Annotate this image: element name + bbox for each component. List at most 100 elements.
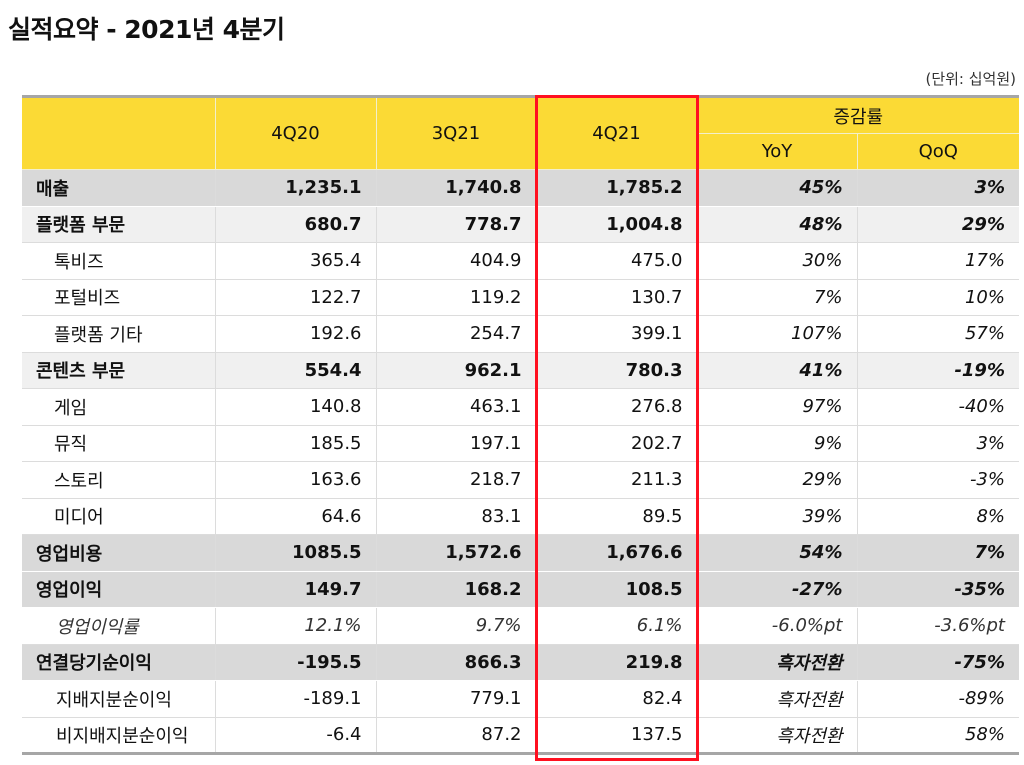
value-qoq: 58% xyxy=(856,717,1019,754)
value-4q20: 163.6 xyxy=(214,461,376,499)
value-qoq: 8% xyxy=(856,498,1019,535)
value-yoy: -27% xyxy=(696,571,857,608)
value-qoq: -19% xyxy=(856,352,1019,389)
value-3q21: 866.3 xyxy=(375,644,536,681)
value-yoy: 45% xyxy=(696,169,857,207)
earnings-summary-table: 4Q20 3Q21 4Q21 증감률 YoY QoQ 매출 1,235.1 1,74… xyxy=(22,95,1019,755)
value-4q20: -6.4 xyxy=(214,717,376,754)
row-label: 스토리 xyxy=(22,461,215,499)
value-3q21: 404.9 xyxy=(375,242,536,280)
value-4q20: 185.5 xyxy=(214,425,376,462)
table-row: 뮤직 185.5 197.1 202.7 9% 3% xyxy=(22,425,1019,462)
row-label: 뮤직 xyxy=(22,425,215,462)
header-growth: 증감률 xyxy=(696,96,1019,134)
value-qoq: 57% xyxy=(856,315,1019,353)
row-label: 포털비즈 xyxy=(22,279,215,316)
value-4q20: 64.6 xyxy=(214,498,376,535)
table-row: 스토리 163.6 218.7 211.3 29% -3% xyxy=(22,461,1019,499)
value-qoq: -40% xyxy=(856,388,1019,426)
row-label: 게임 xyxy=(22,388,215,426)
value-4q21: 6.1% xyxy=(535,607,697,645)
value-yoy: 41% xyxy=(696,352,857,389)
value-4q20: 680.7 xyxy=(214,206,376,243)
value-yoy: 54% xyxy=(696,534,857,572)
unit-note: (단위: 십억원) xyxy=(925,70,1016,88)
value-qoq: -89% xyxy=(856,680,1019,718)
value-4q20: -189.1 xyxy=(214,680,376,718)
table-row: 포털비즈 122.7 119.2 130.7 7% 10% xyxy=(22,279,1019,316)
value-3q21: 87.2 xyxy=(375,717,536,754)
value-4q21: 108.5 xyxy=(535,571,697,608)
value-4q20: 12.1% xyxy=(214,607,376,645)
table-row: 미디어 64.6 83.1 89.5 39% 8% xyxy=(22,498,1019,535)
value-3q21: 168.2 xyxy=(375,571,536,608)
header-blank xyxy=(22,96,215,170)
value-3q21: 9.7% xyxy=(375,607,536,645)
header-qoq: QoQ xyxy=(856,133,1019,170)
value-4q21: 130.7 xyxy=(535,279,697,316)
value-4q21: 82.4 xyxy=(535,680,697,718)
row-label: 콘텐츠 부문 xyxy=(22,352,215,389)
table-row: 영업이익률 12.1% 9.7% 6.1% -6.0%pt -3.6%pt xyxy=(22,607,1019,645)
value-yoy: 97% xyxy=(696,388,857,426)
table-row: 비지배지분순이익 -6.4 87.2 137.5 흑자전환 58% xyxy=(22,717,1019,754)
row-label: 톡비즈 xyxy=(22,242,215,280)
value-yoy: 흑자전환 xyxy=(696,644,857,681)
value-yoy: 107% xyxy=(696,315,857,353)
table-row: 톡비즈 365.4 404.9 475.0 30% 17% xyxy=(22,242,1019,280)
row-label: 연결당기순이익 xyxy=(22,644,215,681)
value-4q21: 1,004.8 xyxy=(535,206,697,243)
value-4q21: 1,676.6 xyxy=(535,534,697,572)
value-4q21: 211.3 xyxy=(535,461,697,499)
value-qoq: -3.6%pt xyxy=(856,607,1019,645)
table-row: 플랫폼 부문 680.7 778.7 1,004.8 48% 29% xyxy=(22,206,1019,243)
row-label: 플랫폼 기타 xyxy=(22,315,215,353)
value-3q21: 778.7 xyxy=(375,206,536,243)
value-yoy: 39% xyxy=(696,498,857,535)
value-yoy: 7% xyxy=(696,279,857,316)
value-4q20: 554.4 xyxy=(214,352,376,389)
row-label: 지배지분순이익 xyxy=(22,680,215,718)
value-4q20: 1,235.1 xyxy=(214,169,376,207)
value-4q21: 89.5 xyxy=(535,498,697,535)
value-qoq: -3% xyxy=(856,461,1019,499)
value-yoy: -6.0%pt xyxy=(696,607,857,645)
value-4q20: -195.5 xyxy=(214,644,376,681)
value-yoy: 9% xyxy=(696,425,857,462)
value-4q21: 780.3 xyxy=(535,352,697,389)
value-qoq: 29% xyxy=(856,206,1019,243)
value-4q21: 475.0 xyxy=(535,242,697,280)
value-qoq: 3% xyxy=(856,425,1019,462)
table-row: 게임 140.8 463.1 276.8 97% -40% xyxy=(22,388,1019,426)
header-3q21: 3Q21 xyxy=(375,96,536,170)
value-4q20: 1085.5 xyxy=(214,534,376,572)
value-4q21: 202.7 xyxy=(535,425,697,462)
header-4q20: 4Q20 xyxy=(214,96,376,170)
value-4q21: 276.8 xyxy=(535,388,697,426)
row-label: 영업비용 xyxy=(22,534,215,572)
page-title: 실적요약 - 2021년 4분기 xyxy=(8,15,285,44)
table-row: 지배지분순이익 -189.1 779.1 82.4 흑자전환 -89% xyxy=(22,680,1019,718)
table-row: 연결당기순이익 -195.5 866.3 219.8 흑자전환 -75% xyxy=(22,644,1019,681)
header-yoy: YoY xyxy=(696,133,857,170)
row-label: 미디어 xyxy=(22,498,215,535)
table-row: 영업비용 1085.5 1,572.6 1,676.6 54% 7% xyxy=(22,534,1019,572)
row-label: 영업이익 xyxy=(22,571,215,608)
header-4q21: 4Q21 xyxy=(535,96,697,170)
row-label: 영업이익률 xyxy=(22,607,215,645)
value-yoy: 30% xyxy=(696,242,857,280)
table-row: 영업이익 149.7 168.2 108.5 -27% -35% xyxy=(22,571,1019,608)
value-4q21: 219.8 xyxy=(535,644,697,681)
value-4q20: 149.7 xyxy=(214,571,376,608)
value-qoq: 7% xyxy=(856,534,1019,572)
value-3q21: 197.1 xyxy=(375,425,536,462)
value-qoq: 17% xyxy=(856,242,1019,280)
value-3q21: 962.1 xyxy=(375,352,536,389)
value-4q20: 365.4 xyxy=(214,242,376,280)
value-yoy: 흑자전환 xyxy=(696,680,857,718)
value-3q21: 1,572.6 xyxy=(375,534,536,572)
value-4q20: 140.8 xyxy=(214,388,376,426)
value-4q20: 122.7 xyxy=(214,279,376,316)
row-label: 비지배지분순이익 xyxy=(22,717,215,754)
value-qoq: -75% xyxy=(856,644,1019,681)
